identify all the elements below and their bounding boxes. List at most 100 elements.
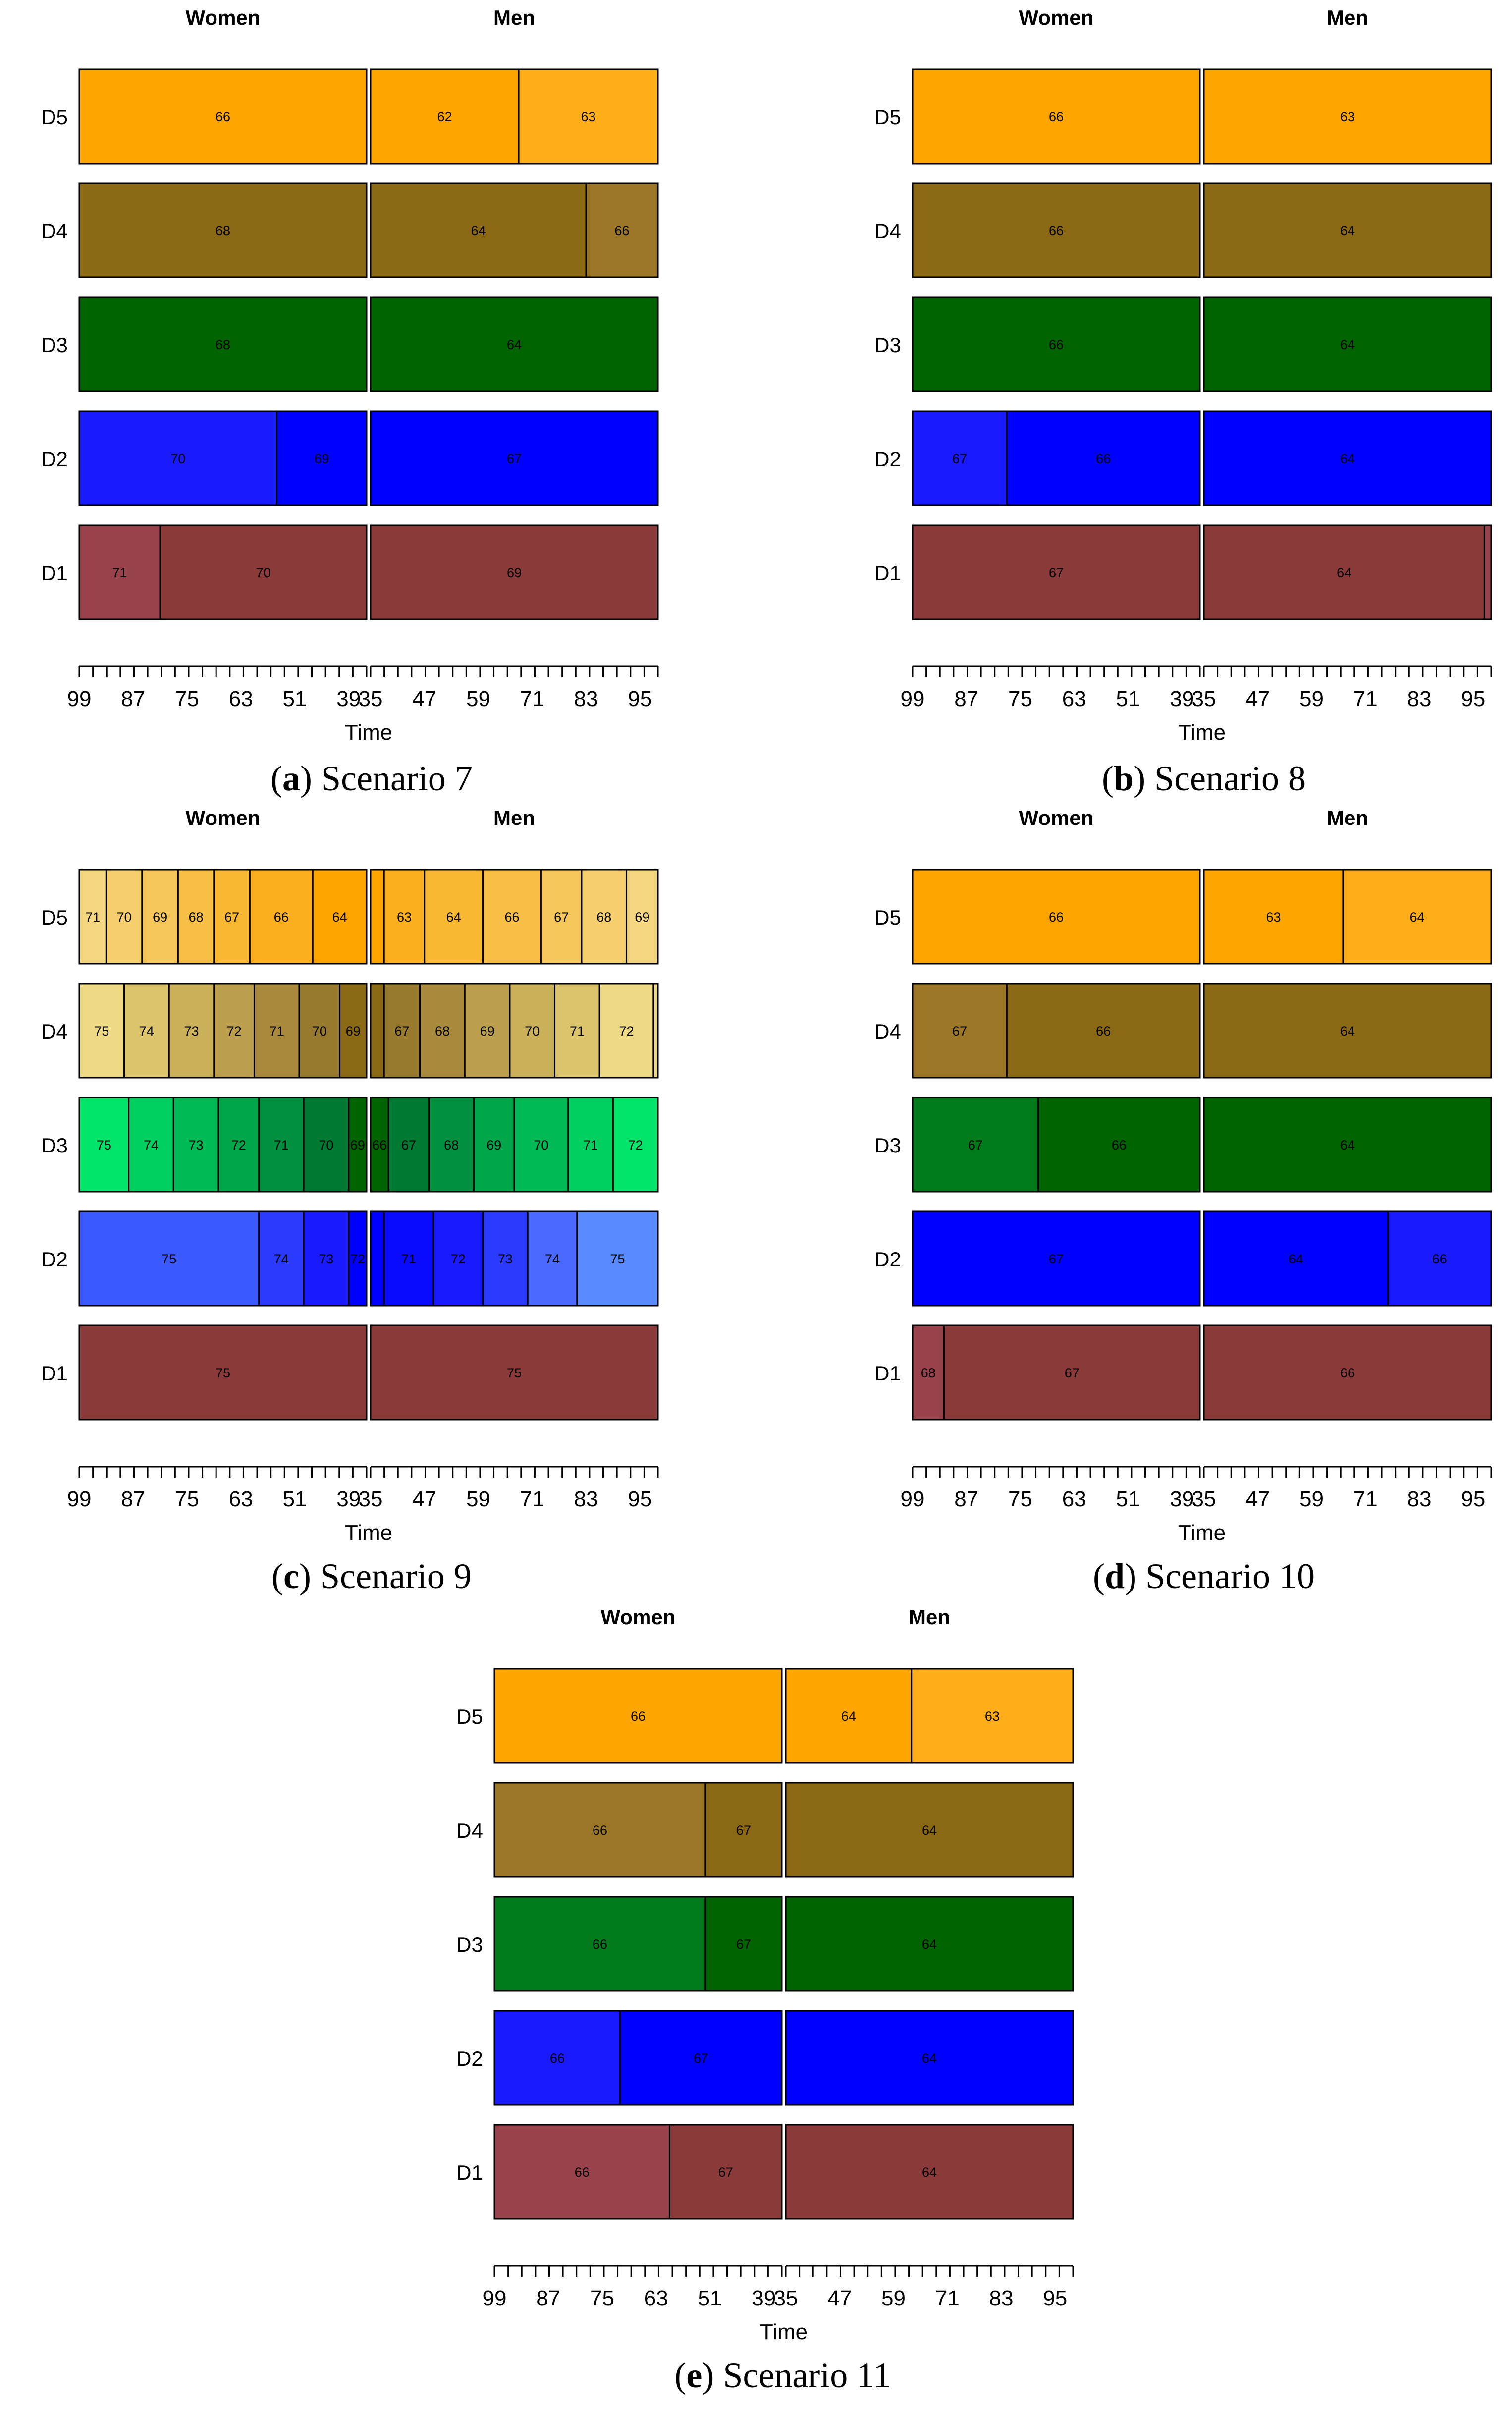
segment-d4-women-6 (339, 983, 368, 1079)
tick-label-men-83: 83 (989, 2286, 1014, 2310)
segment-label-d4-men-2: 68 (435, 1024, 450, 1039)
segment-label-d4-women-2: 73 (184, 1024, 199, 1039)
segment-d1-women-1 (668, 2124, 783, 2220)
segment-d4-women-0 (78, 182, 368, 278)
row-label-d1: D1 (41, 1362, 68, 1385)
tick-label-women-75: 75 (590, 2286, 614, 2310)
caption-d: (d) Scenario 10 (1093, 1556, 1315, 1596)
group-label-women: Women (186, 806, 261, 829)
segment-label-d2-women-1: 67 (694, 2051, 708, 2066)
segment-label-d3-women-0: 66 (593, 1937, 607, 1952)
row-label-d2: D2 (874, 447, 901, 471)
segment-d3-women-0 (912, 1097, 1039, 1193)
tick-label-men-83: 83 (574, 687, 598, 711)
segment-d3-women-1 (128, 1097, 174, 1193)
segment-label-d3-women-0: 75 (97, 1138, 111, 1152)
group-label-women: Women (601, 1605, 676, 1629)
segment-d1-women-1 (943, 1324, 1201, 1421)
segment-label-d1-men-0: 64 (1337, 565, 1351, 580)
segment-d1-women-0 (78, 1324, 368, 1421)
row-label-d1: D1 (41, 561, 68, 585)
tick-label-men-47: 47 (412, 1487, 436, 1511)
tick-label-men-71: 71 (1353, 687, 1378, 711)
segment-label-d5-men-6: 69 (635, 910, 649, 925)
tick-label-women-51: 51 (698, 2286, 722, 2310)
tick-label-women-39: 39 (752, 2286, 776, 2310)
tick-label-women-99: 99 (67, 687, 92, 711)
tick-label-women-63: 63 (1062, 687, 1086, 711)
segment-d5-men-6 (626, 869, 659, 965)
segment-label-d2-men-0: 64 (922, 2051, 937, 2066)
segment-label-d5-women-5: 66 (274, 910, 289, 925)
x-axis-label: Time (345, 1521, 392, 1545)
x-axis-label: Time (1178, 720, 1226, 745)
segment-d2-women-2 (303, 1210, 350, 1307)
row-label-d4: D4 (874, 219, 901, 243)
tick-label-women-75: 75 (1008, 1487, 1032, 1511)
segment-label-d5-men-5: 68 (596, 910, 611, 925)
segment-d2-women-0 (912, 1210, 1201, 1307)
segment-d3-women-0 (78, 1097, 130, 1193)
tick-label-men-71: 71 (1353, 1487, 1378, 1511)
tick-label-men-35: 35 (359, 687, 383, 711)
row-label-d5: D5 (874, 906, 901, 929)
tick-label-men-95: 95 (1043, 2286, 1067, 2310)
segment-d2-men-0 (370, 1210, 385, 1307)
tick-label-women-99: 99 (901, 687, 925, 711)
segment-d2-men-4 (527, 1210, 578, 1307)
segment-label-d4-women-0: 75 (94, 1024, 109, 1039)
segment-d3-women-5 (303, 1097, 350, 1193)
segment-label-d2-men-1: 71 (401, 1252, 416, 1266)
tick-label-women-99: 99 (67, 1487, 92, 1511)
x-axis-label: Time (760, 2320, 808, 2344)
segment-label-d3-women-6: 69 (350, 1138, 365, 1152)
segment-label-d4-men-3: 69 (480, 1024, 495, 1039)
segment-label-d3-women-2: 73 (189, 1138, 204, 1152)
tick-label-men-95: 95 (1461, 687, 1485, 711)
segment-d2-women-1 (276, 410, 368, 506)
segment-d3-women-2 (172, 1097, 219, 1193)
segment-d3-women-1 (1037, 1097, 1201, 1193)
segment-label-d3-women-1: 66 (1112, 1138, 1127, 1152)
segment-d2-women-0 (912, 410, 1008, 506)
tick-label-men-59: 59 (466, 687, 490, 711)
segment-label-d3-women-0: 66 (1049, 337, 1064, 352)
group-label-men: Men (1327, 806, 1368, 829)
segment-label-d4-men-5: 71 (570, 1024, 585, 1039)
tick-label-men-47: 47 (1245, 687, 1270, 711)
segment-d2-women-0 (78, 1210, 260, 1307)
segment-label-d3-women-0: 68 (216, 337, 230, 352)
segment-label-d5-men-0: 62 (437, 110, 452, 124)
segment-label-d3-men-2: 68 (444, 1138, 459, 1152)
chart-panel-b: Women Men D5 66 63 D4 66 64 D3 66 64 D2 67 66 64 D1 67 64… (874, 6, 1492, 745)
row-label-d1: D1 (874, 1362, 901, 1385)
segment-d5-men-1 (911, 1668, 1074, 1764)
segment-d2-men-0 (1203, 1210, 1389, 1307)
tick-label-women-51: 51 (1116, 687, 1140, 711)
segment-label-d3-men-0: 66 (372, 1138, 387, 1152)
segment-label-d4-women-1: 66 (1096, 1024, 1111, 1039)
tick-label-men-59: 59 (881, 2286, 906, 2310)
segment-label-d1-men-0: 69 (507, 565, 522, 580)
segment-d5-men-4 (540, 869, 583, 965)
segment-label-d4-men-0: 64 (471, 223, 486, 238)
segment-d5-women-0 (912, 68, 1201, 165)
tick-label-women-39: 39 (336, 687, 361, 711)
segment-d4-women-0 (912, 983, 1008, 1079)
segment-label-d4-women-0: 68 (216, 223, 230, 238)
segment-d4-men-7 (652, 983, 659, 1079)
segment-label-d4-women-0: 66 (593, 1823, 607, 1838)
segment-d4-women-3 (213, 983, 255, 1079)
segment-label-d5-men-1: 63 (397, 910, 412, 925)
row-label-d3: D3 (41, 333, 68, 357)
segment-label-d3-women-3: 72 (231, 1138, 246, 1152)
segment-d3-men-2 (428, 1097, 475, 1193)
tick-label-women-99: 99 (483, 2286, 507, 2310)
segment-label-d1-women-0: 71 (112, 565, 127, 580)
tick-label-men-95: 95 (1461, 1487, 1485, 1511)
tick-label-men-59: 59 (466, 1487, 490, 1511)
tick-label-women-51: 51 (283, 687, 307, 711)
segment-label-d5-women-4: 67 (224, 910, 239, 925)
segment-label-d5-men-0: 64 (841, 1709, 856, 1724)
